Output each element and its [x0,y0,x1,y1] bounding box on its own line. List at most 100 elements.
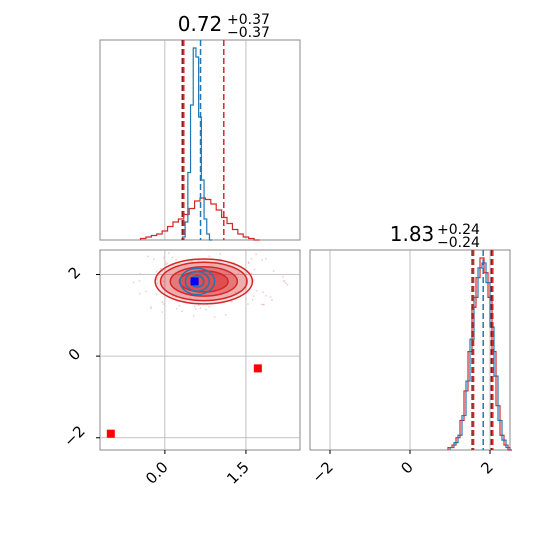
scatter-point [252,279,255,281]
xtick-label: 0.0 [142,458,172,488]
scatter-point [162,256,165,259]
xticks-param-2: −2 0 2 [308,450,497,486]
gridlines-param-2 [329,250,491,450]
blue-contour-level [184,270,210,292]
scatter-point [253,268,256,271]
red-histogram-line [447,257,512,451]
ytick-label: −2 [60,422,88,450]
scatter-point [152,258,155,261]
scatter-point [164,261,167,264]
scatter-point [162,303,165,305]
scatter-point [255,253,258,256]
blue-histogram-line [181,47,213,241]
blue-histogram-line [449,262,511,450]
scatter-point [269,296,272,298]
scatter-point [150,306,152,308]
scatter-point [285,282,287,284]
red-marker [106,429,115,438]
scatter-point [208,255,211,258]
scatter-point [138,280,141,282]
scatter-point [204,308,207,311]
scatter-point [166,262,169,265]
scatter-point [203,250,206,251]
scatter-point [208,305,211,308]
scatter-point [271,299,273,301]
scatter-point [260,303,263,306]
scatter-point [161,311,164,313]
xtick-label: −2 [308,458,336,486]
scatter-point [161,301,164,303]
contour-frame [99,249,301,451]
histogram-panel-param-2: −2 0 2 1.83 +0.24 −0.24 [308,222,512,486]
scatter-point [171,256,174,259]
blue-contour-level [179,267,216,296]
scatter-point [252,295,255,297]
quantile-lines-param-1 [181,40,225,240]
histogram-panel-param-1: 0.72 +0.37 −0.37 [99,12,301,241]
xtick-label: 1.5 [223,458,253,488]
xtick-label: 0 [397,458,416,477]
scatter-point [224,313,227,316]
scatter-point [192,314,195,317]
scatter-point [263,303,265,306]
ytick-label: 2 [65,263,84,282]
scatter-point [262,291,264,294]
scatter-point [264,257,267,260]
title-upper-param-2: +0.24 [437,222,480,238]
scatter-point [281,275,284,278]
scatter-point [234,291,237,294]
scatter-point [167,252,170,255]
scatter-point [283,279,286,282]
scatter-point [145,290,148,293]
scatter-point [178,304,181,307]
scatter-point [219,253,222,255]
title-param-1: 0.72 [178,12,223,36]
scatter-point [199,307,202,310]
ytick-label: 0 [65,345,84,364]
title-value-param-2: 1.83 [390,222,435,246]
xticks-joint: 0.0 1.5 [142,450,253,488]
scatter-point [261,258,264,261]
histogram-series-param-1 [139,47,260,241]
histogram-series-param-2 [447,257,512,451]
scatter-point [213,316,216,319]
title-lower-param-1: −0.37 [227,25,270,41]
quantile-lines-param-2 [471,250,494,450]
title-value-param-1: 0.72 [178,12,223,36]
scatter-point [139,272,142,275]
scatter-point [150,307,152,310]
scatter-point [159,267,162,270]
gridlines-param-1 [164,40,247,240]
scatter-point [162,280,165,283]
scatter-point [197,304,200,307]
scatter-point [132,281,135,284]
red-histogram-line [139,197,260,241]
blue-marker [190,277,199,286]
scatter-point [181,310,183,313]
scatter-point [165,263,168,266]
xtick-label: 2 [477,458,496,477]
scatter-point [250,272,253,275]
contour-panel-joint: 0.0 1.5 −2 0 2 [60,247,301,488]
scatter-point [155,270,158,273]
scatter-point [251,298,254,301]
scatter-point [156,282,159,285]
scatter-point [234,247,236,249]
scatter-point [247,262,250,265]
scatter-point [286,283,289,286]
scatter-point [265,294,267,297]
yticks-joint: −2 0 2 [60,263,100,450]
scatter-point [237,272,240,275]
scatter-point [138,292,141,295]
title-upper-param-1: +0.37 [227,12,270,28]
scatter-point [244,297,247,300]
scatter-point [231,300,233,303]
scatter-point [147,255,149,258]
scatter-point [250,257,253,260]
scatter-point [255,289,258,292]
scatter-point [247,303,249,305]
scatter-point [193,305,196,308]
red-marker [253,364,262,373]
scatter-point [156,293,158,295]
